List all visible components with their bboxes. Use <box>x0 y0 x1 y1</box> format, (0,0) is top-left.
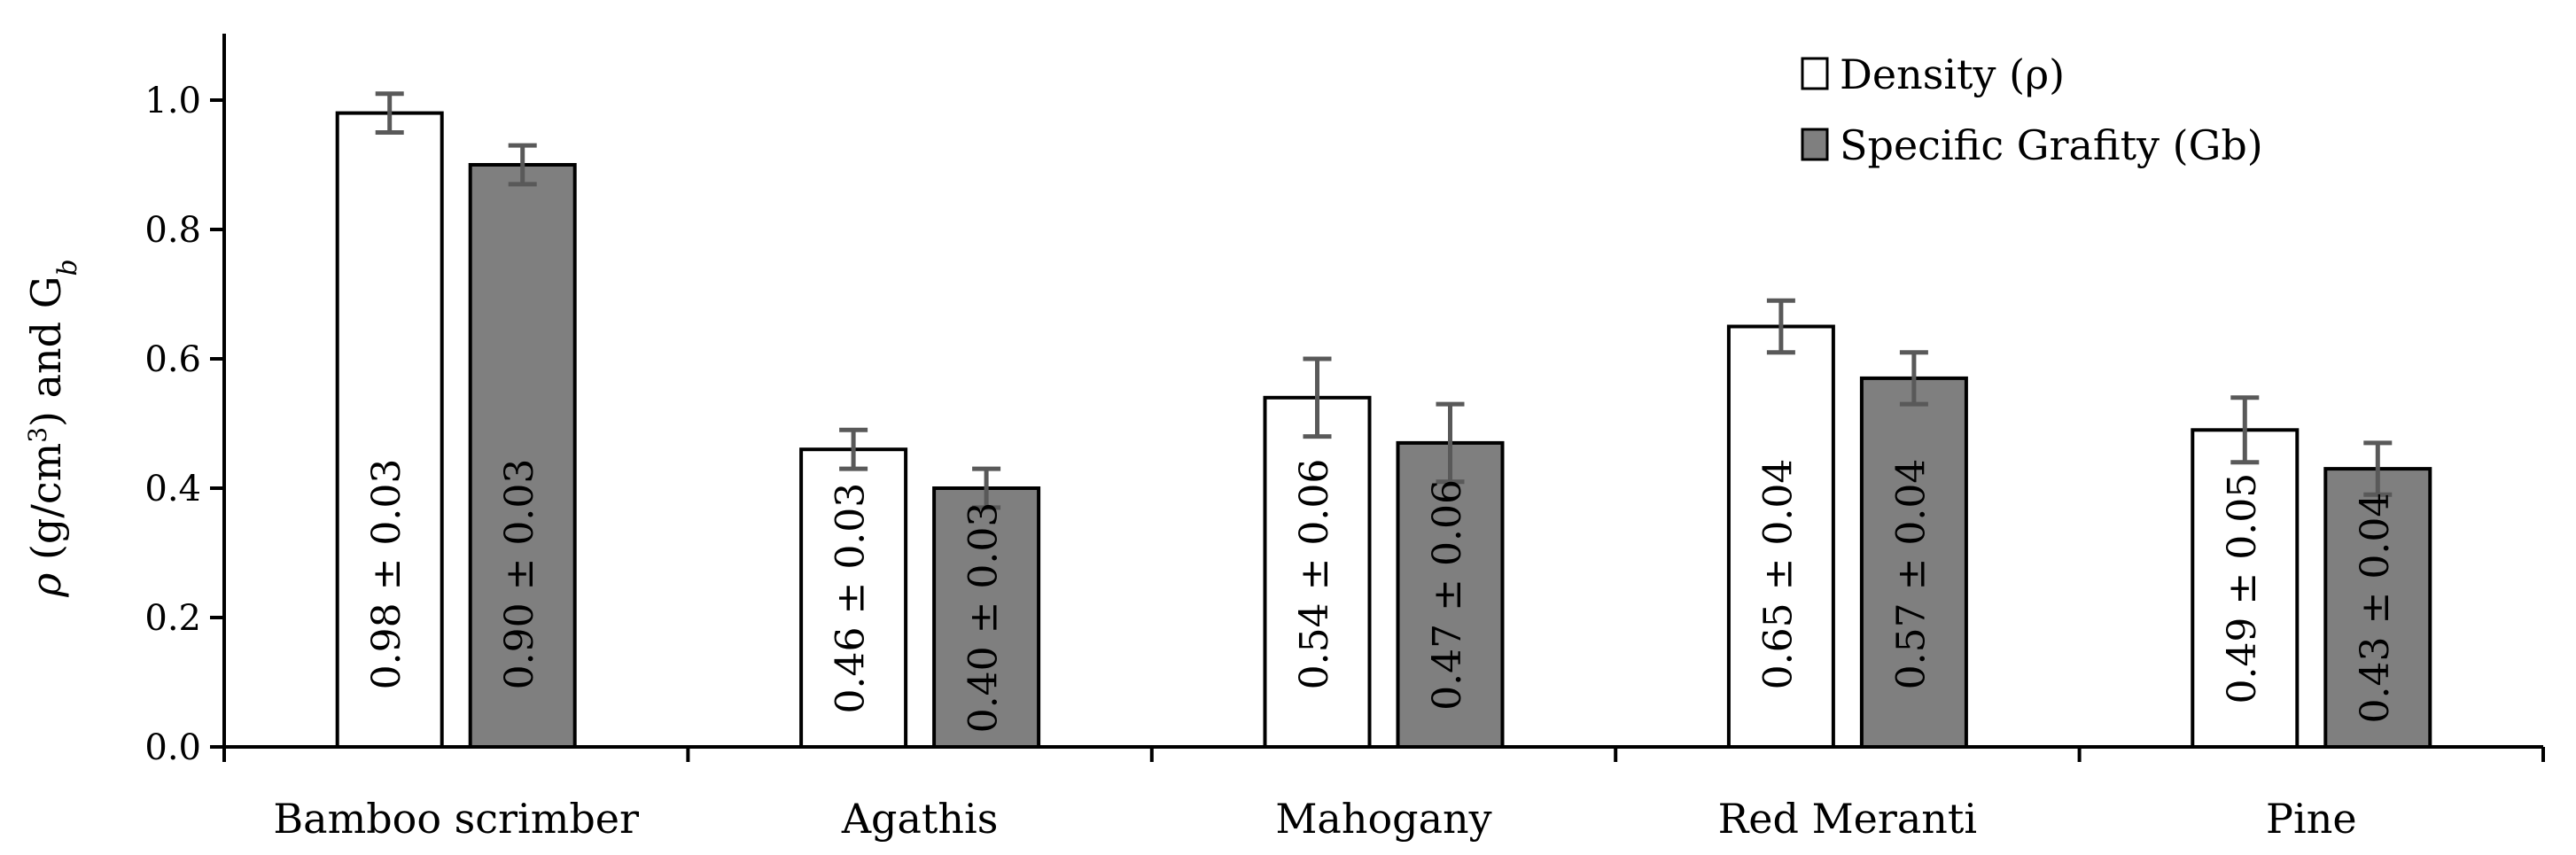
y-tick-label: 0.6 <box>144 339 201 380</box>
y-tick-label: 0.4 <box>144 469 201 509</box>
data-label: 0.57 ± 0.04 <box>1888 459 1934 690</box>
y-tick-label: 0.2 <box>144 598 201 639</box>
specific-gravity-bar <box>1396 440 1505 749</box>
x-tick-label: Agathis <box>841 795 999 843</box>
legend: Density (ρ) Specific Grafity (Gb) <box>1801 51 2263 169</box>
specific-gravity-bar <box>932 486 1041 749</box>
svg-text:ρ (g/cm3) and Gb: ρ (g/cm3) and Gb <box>22 259 83 597</box>
y-tick-label: 0.8 <box>144 210 201 251</box>
y-tick-label: 0.0 <box>144 727 201 768</box>
y-axis-title-subscript: b <box>52 259 83 276</box>
legend-label-specific-gravity: Specific Grafity (Gb) <box>1840 121 2263 169</box>
specific-gravity-bar <box>1859 376 1968 749</box>
data-label: 0.65 ± 0.04 <box>1755 459 1801 690</box>
plot-area: 0.0 0.2 0.4 0.6 0.8 1.0 0.98 ± 0.03 0.90 ± 0.03… <box>144 34 2545 843</box>
x-tick-label: Bamboo scrimber <box>273 795 639 843</box>
density-bar <box>1726 324 1835 749</box>
y-axis-title-units: (g/cm <box>22 443 70 573</box>
y-axis-title-rest: ) and G <box>22 276 70 427</box>
data-label: 0.43 ± 0.04 <box>2353 493 2398 724</box>
x-tick-label: Pine <box>2266 795 2357 843</box>
legend-swatch-density <box>1801 57 1829 90</box>
legend-label-density: Density (ρ) <box>1840 51 2065 98</box>
y-tick-label: 1.0 <box>144 81 201 121</box>
density-bar <box>799 447 908 749</box>
y-axis-title: ρ (g/cm3) and Gb <box>22 259 83 597</box>
y-axis-title-exponent: 3 <box>23 427 52 443</box>
data-label: 0.49 ± 0.05 <box>2220 473 2265 704</box>
x-tick-label: Mahogany <box>1275 795 1491 843</box>
legend-swatch-specific-gravity <box>1801 128 1829 161</box>
x-tick-label: Red Meranti <box>1718 795 1978 843</box>
data-label: 0.46 ± 0.03 <box>829 483 874 714</box>
data-label: 0.40 ± 0.03 <box>961 502 1007 734</box>
data-label: 0.98 ± 0.03 <box>364 459 409 690</box>
data-label: 0.54 ± 0.06 <box>1292 459 1337 690</box>
density-bar <box>1263 395 1372 749</box>
y-axis-title-symbol: ρ <box>22 573 70 598</box>
data-label: 0.47 ± 0.06 <box>1425 479 1470 711</box>
specific-gravity-bar <box>468 163 577 749</box>
data-label: 0.90 ± 0.03 <box>497 459 542 690</box>
